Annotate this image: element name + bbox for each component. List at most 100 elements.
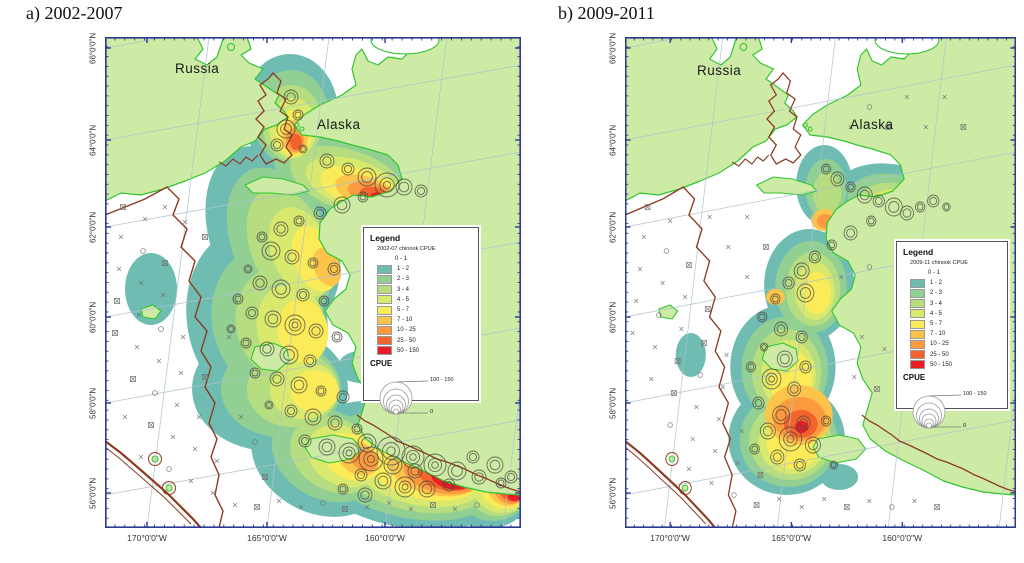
legend-circle-scale: 100 - 150 0 — [903, 382, 1001, 432]
legend-subtitle: 2002-07 chinook CPUE — [377, 246, 436, 252]
russia-label: Russia — [697, 63, 742, 78]
circle-min-label: 0 — [963, 423, 967, 430]
legend-swatch — [377, 325, 392, 335]
legend-a: Legend 2002-07 chinook CPUE 0 - 1 1 - 2 2 … — [363, 227, 479, 415]
legend-class-row: 1 - 2 — [377, 264, 472, 274]
legend-class-label: 0 - 1 — [395, 256, 408, 263]
lat-tick-label: 56°0'0"N — [608, 477, 618, 509]
legend-class-row: 25 - 50 — [910, 350, 1001, 360]
legend-class-row: 3 - 4 — [910, 299, 1001, 309]
lat-tick-label: 64°0'0"N — [88, 124, 98, 156]
cpue-bubbles — [226, 89, 518, 503]
legend-class-label: 5 - 7 — [397, 307, 410, 314]
legend-title: Legend — [903, 247, 934, 257]
legend-class-label: 1 - 2 — [397, 266, 410, 273]
legend-swatch — [910, 350, 925, 360]
map-2009-2011: Russia Alaska Legend 2009-11 chinook CPU… — [609, 32, 1016, 543]
lon-tick-label: 165°0'0"W — [247, 533, 287, 543]
legend-swatch — [377, 315, 392, 325]
lon-tick-label: 160°0'0"W — [882, 533, 923, 543]
legend-class-row: 4 - 5 — [377, 295, 472, 305]
legend-class-row: 0 - 1 — [377, 254, 472, 264]
legend-class-label: 2 - 3 — [930, 290, 943, 297]
lon-tick-label: 170°0'0"W — [127, 533, 167, 543]
legend-swatch — [910, 309, 925, 319]
legend-swatch — [377, 285, 392, 295]
legend-class-label: 50 - 150 — [397, 347, 420, 354]
legend-swatch — [910, 319, 925, 329]
legend-classes: 0 - 1 1 - 2 2 - 3 3 - 4 4 - 5 5 - 7 7 - 10 10 -… — [370, 254, 472, 356]
russia-label: Russia — [175, 61, 220, 76]
circle-max-label: 100 - 150 — [430, 377, 454, 384]
nested-circles-icon — [379, 380, 429, 415]
map-2002-2007: Russia Alaska Legend 2002-07 chinook CPU… — [89, 32, 521, 543]
legend-class-row: 10 - 25 — [910, 339, 1001, 349]
lat-tick-label: 56°0'0"N — [88, 477, 98, 509]
lat-tick-label: 60°0'0"N — [608, 301, 618, 333]
legend-class-row: 2 - 3 — [910, 288, 1001, 298]
legend-swatch — [377, 256, 390, 263]
legend-class-row: 5 - 7 — [910, 319, 1001, 329]
legend-class-label: 7 - 10 — [930, 331, 946, 338]
legend-class-row: 4 - 5 — [910, 309, 1001, 319]
legend-class-label: 1 - 2 — [930, 280, 943, 287]
legend-class-row: 25 - 50 — [377, 336, 472, 346]
legend-class-label: 3 - 4 — [397, 286, 410, 293]
legend-class-label: 0 - 1 — [928, 270, 941, 277]
legend-class-row: 50 - 150 — [377, 346, 472, 356]
lon-tick-label: 170°0'0"W — [650, 533, 690, 543]
legend-swatch — [377, 336, 392, 346]
legend-class-row: 7 - 10 — [910, 329, 1001, 339]
lon-tick-label: 160°0'0"W — [365, 533, 405, 543]
map-layers — [105, 37, 521, 528]
legend-class-row: 50 - 150 — [910, 360, 1001, 370]
legend-class-label: 50 - 150 — [930, 361, 953, 368]
alaska-label: Alaska — [850, 117, 894, 132]
legend-swatch — [910, 270, 923, 277]
legend-class-label: 5 - 7 — [930, 321, 943, 328]
legend-swatch — [910, 360, 925, 370]
lat-tick-label: 58°0'0"N — [608, 387, 618, 419]
legend-class-label: 25 - 50 — [397, 337, 416, 344]
map-a-canvas — [105, 37, 521, 528]
circle-min-label: 0 — [430, 409, 434, 416]
legend-class-row: 1 - 2 — [910, 278, 1001, 288]
legend-circle-scale: 100 - 150 0 — [370, 368, 472, 418]
legend-class-row: 10 - 25 — [377, 325, 472, 335]
legend-class-label: 4 - 5 — [930, 310, 943, 317]
legend-cpue-title: CPUE — [370, 358, 393, 368]
legend-swatch — [377, 295, 392, 305]
legend-b: Legend 2009-11 chinook CPUE 0 - 1 1 - 2 2 … — [896, 241, 1008, 429]
lat-tick-label: 62°0'0"N — [88, 211, 98, 243]
lat-tick-label: 66°0'0"N — [88, 32, 98, 64]
legend-class-row: 2 - 3 — [377, 274, 472, 284]
legend-swatch — [377, 264, 392, 274]
legend-class-label: 7 - 10 — [397, 317, 413, 324]
panel-b-title: b) 2009-2011 — [558, 3, 655, 23]
station-marks — [112, 203, 480, 512]
legend-cpue-title: CPUE — [903, 372, 926, 382]
legend-swatch — [910, 278, 925, 288]
legend-class-row: 7 - 10 — [377, 315, 472, 325]
alaska-label: Alaska — [317, 117, 361, 132]
legend-class-label: 4 - 5 — [397, 296, 410, 303]
nested-circles-icon — [912, 394, 962, 429]
legend-swatch — [910, 288, 925, 298]
legend-swatch — [910, 339, 925, 349]
legend-swatch — [377, 346, 392, 356]
legend-class-label: 3 - 4 — [930, 300, 943, 307]
legend-class-row: 3 - 4 — [377, 285, 472, 295]
circle-max-label: 100 - 150 — [963, 391, 987, 398]
lat-tick-label: 66°0'0"N — [608, 32, 618, 64]
legend-class-label: 25 - 50 — [930, 351, 949, 358]
legend-class-label: 10 - 25 — [930, 341, 949, 348]
lat-tick-label: 64°0'0"N — [608, 124, 618, 156]
panel-a-title: a) 2002-2007 — [26, 3, 123, 23]
legend-swatch — [910, 299, 925, 309]
legend-class-row: 0 - 1 — [910, 268, 1001, 278]
cpue-bubbles — [745, 163, 951, 472]
lat-tick-label: 60°0'0"N — [88, 301, 98, 333]
legend-swatch — [377, 305, 392, 315]
map-b-canvas — [625, 37, 1016, 528]
